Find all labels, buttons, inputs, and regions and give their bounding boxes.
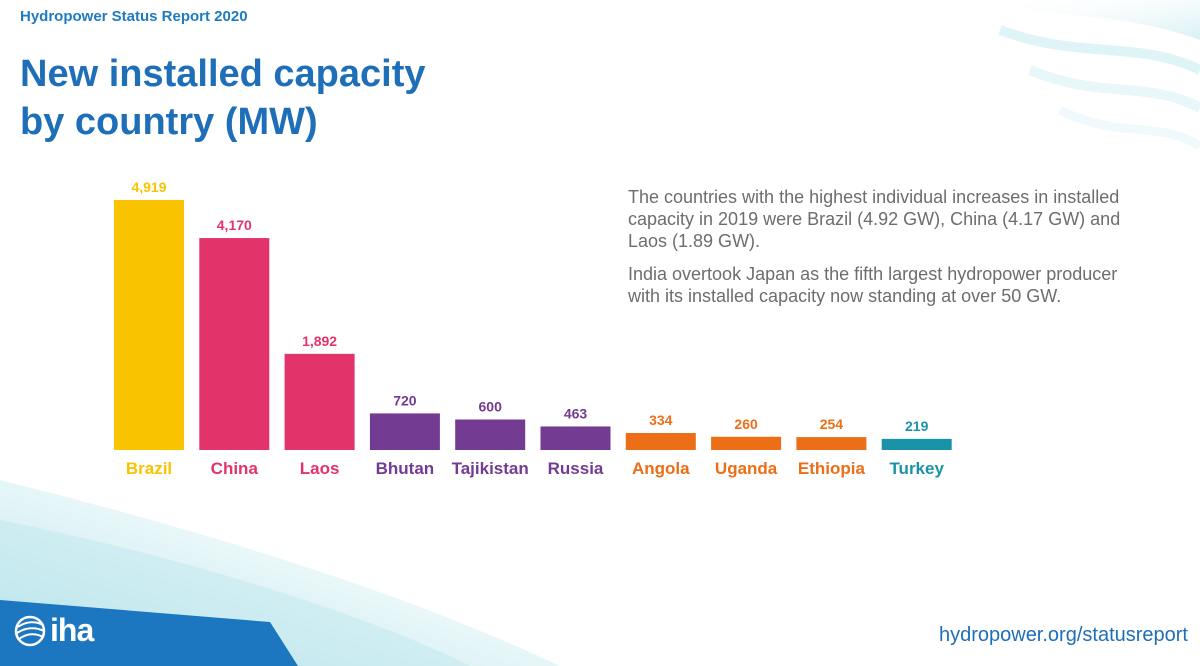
category-label-uganda: Uganda — [715, 459, 778, 478]
value-label-laos: 1,892 — [302, 333, 337, 349]
chart-description: The countries with the highest individua… — [628, 186, 1128, 318]
iha-logo: iha — [12, 612, 94, 649]
value-label-angola: 334 — [649, 412, 673, 428]
logo-text: iha — [50, 612, 94, 648]
category-label-ethiopia: Ethiopia — [798, 459, 866, 478]
bar-angola — [625, 433, 696, 450]
value-label-china: 4,170 — [217, 217, 252, 233]
status-report-link[interactable]: hydropower.org/statusreport — [938, 624, 1188, 646]
value-label-brazil: 4,919 — [131, 179, 166, 195]
page-title-line1: New installed capacity — [20, 53, 426, 95]
value-label-russia: 463 — [564, 405, 588, 421]
category-label-china: China — [211, 459, 259, 478]
page-title: New installed capacity by country (MW) — [20, 50, 426, 146]
category-label-tajikistan: Tajikistan — [452, 459, 529, 478]
page-title-line2: by country (MW) — [20, 101, 318, 143]
description-paragraph-2: India overtook Japan as the fifth larges… — [628, 264, 1118, 306]
category-label-russia: Russia — [548, 459, 604, 478]
category-label-brazil: Brazil — [126, 459, 172, 478]
bar-brazil — [114, 200, 184, 450]
value-label-uganda: 260 — [734, 416, 758, 432]
bar-russia — [540, 426, 611, 450]
report-title: Hydropower Status Report 2020 — [20, 8, 248, 25]
bar-ethiopia — [796, 437, 867, 450]
bar-turkey — [881, 438, 952, 450]
bar-laos — [284, 353, 355, 450]
bar-china — [199, 238, 270, 450]
category-label-turkey: Turkey — [889, 459, 944, 478]
bar-bhutan — [369, 413, 440, 450]
value-label-bhutan: 720 — [393, 392, 417, 408]
category-label-bhutan: Bhutan — [376, 459, 435, 478]
bar-uganda — [711, 436, 782, 450]
value-label-tajikistan: 600 — [479, 399, 503, 415]
value-label-turkey: 219 — [905, 418, 929, 434]
category-label-angola: Angola — [632, 459, 690, 478]
bar-tajikistan — [455, 419, 526, 450]
category-label-laos: Laos — [300, 459, 340, 478]
description-paragraph-1: The countries with the highest individua… — [628, 187, 1121, 251]
value-label-ethiopia: 254 — [820, 416, 844, 432]
globe-icon — [14, 615, 46, 646]
